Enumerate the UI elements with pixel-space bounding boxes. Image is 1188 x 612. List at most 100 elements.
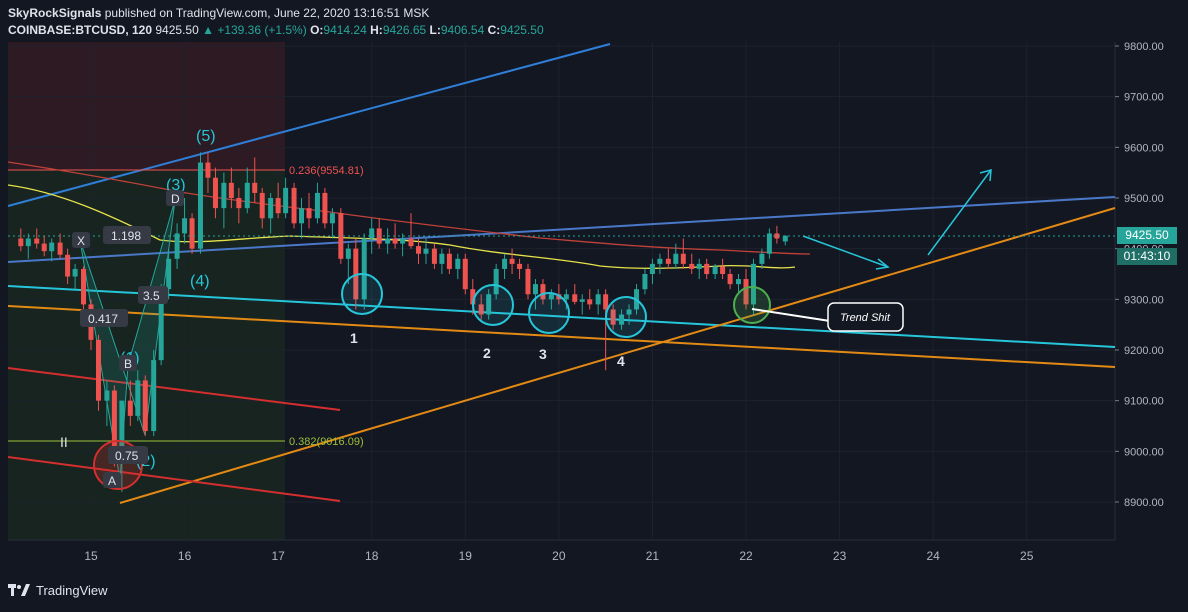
candle-body[interactable] (314, 192, 320, 219)
candle-body[interactable] (291, 187, 297, 224)
candle-body[interactable] (306, 208, 312, 219)
candle-body[interactable] (696, 263, 702, 269)
candle-body[interactable] (228, 182, 234, 198)
candle-body[interactable] (385, 238, 391, 244)
candle-body[interactable] (595, 294, 601, 305)
candle-body[interactable] (727, 274, 733, 285)
touch-circle-green[interactable] (733, 286, 771, 324)
candle-body[interactable] (244, 182, 250, 209)
touch-circle-2[interactable] (472, 284, 514, 326)
candle-body[interactable] (423, 248, 429, 254)
red-channel-bottom[interactable] (7, 456, 341, 502)
candle-body[interactable] (127, 400, 133, 416)
candle-body[interactable] (299, 208, 305, 224)
cyan-support-line[interactable] (7, 285, 1116, 348)
candle-body[interactable] (736, 279, 742, 285)
candle-body[interactable] (517, 263, 523, 269)
candle-body[interactable] (587, 299, 593, 305)
candle-body[interactable] (603, 294, 609, 310)
candle-body[interactable] (142, 380, 148, 432)
candle-body[interactable] (525, 268, 531, 295)
candle-body[interactable] (486, 294, 492, 315)
candle-body[interactable] (446, 253, 452, 269)
candle-body[interactable] (338, 213, 344, 259)
candle-body[interactable] (41, 243, 47, 252)
red-channel-top[interactable] (7, 367, 341, 411)
candle-body[interactable] (774, 233, 780, 239)
candle-body[interactable] (72, 268, 78, 277)
candle-body[interactable] (65, 254, 71, 277)
candle-body[interactable] (673, 253, 679, 264)
candle-body[interactable] (502, 258, 508, 269)
candle-body[interactable] (563, 294, 569, 300)
candle-body[interactable] (104, 390, 110, 401)
projection-arrow-short[interactable] (802, 235, 889, 268)
candle-body[interactable] (205, 162, 211, 178)
candle-body[interactable] (462, 258, 468, 290)
candle-body[interactable] (572, 294, 578, 302)
candle-body[interactable] (182, 218, 188, 234)
candle-body[interactable] (174, 233, 180, 259)
candle-body[interactable] (95, 339, 101, 401)
candle-body[interactable] (34, 238, 40, 244)
candle-body[interactable] (268, 198, 274, 219)
candle-body[interactable] (135, 380, 141, 416)
candle-body[interactable] (151, 360, 157, 432)
candle-body[interactable] (369, 228, 375, 239)
candle-body[interactable] (532, 284, 538, 295)
candle-body[interactable] (610, 309, 616, 325)
candle-body[interactable] (782, 235, 788, 242)
candle-body[interactable] (111, 390, 117, 457)
candle-body[interactable] (283, 187, 289, 214)
candle-body[interactable] (439, 253, 445, 264)
candle-body[interactable] (704, 263, 710, 274)
projection-arrow-up[interactable] (927, 169, 992, 256)
candle-body[interactable] (158, 289, 164, 361)
candle-body[interactable] (642, 274, 648, 290)
candle-body[interactable] (712, 266, 718, 274)
candle-body[interactable] (626, 309, 632, 315)
candle-body[interactable] (743, 279, 749, 305)
candle-body[interactable] (619, 314, 625, 325)
candle-body[interactable] (431, 248, 437, 264)
candle-body[interactable] (579, 299, 585, 302)
candle-body[interactable] (81, 268, 87, 305)
candle-body[interactable] (400, 238, 406, 244)
candle-body[interactable] (212, 177, 218, 209)
candle-body[interactable] (493, 268, 499, 295)
candle-body[interactable] (689, 263, 695, 269)
touch-circle-1[interactable] (341, 273, 383, 315)
candle-body[interactable] (18, 238, 24, 247)
candle-body[interactable] (25, 238, 31, 247)
candle-body[interactable] (236, 198, 242, 209)
candle-body[interactable] (329, 213, 335, 224)
candle-body[interactable] (556, 294, 562, 300)
candle-body[interactable] (657, 258, 663, 264)
callout-box[interactable] (827, 302, 904, 332)
candle-body[interactable] (750, 263, 756, 305)
candle-body[interactable] (766, 233, 772, 254)
candle-body[interactable] (345, 248, 351, 259)
candle-body[interactable] (166, 258, 172, 290)
candle-body[interactable] (322, 192, 328, 224)
orange-lower-line[interactable] (7, 305, 1116, 368)
candle-body[interactable] (119, 400, 125, 457)
candle-body[interactable] (189, 218, 195, 249)
candle-body[interactable] (392, 238, 398, 244)
footer-brand[interactable]: TradingView (8, 583, 108, 598)
candle-body[interactable] (720, 266, 726, 274)
candle-body[interactable] (49, 242, 55, 252)
candle-body[interactable] (509, 258, 515, 264)
candle-body[interactable] (665, 258, 671, 264)
touch-circle-4[interactable] (605, 296, 647, 338)
orange-rising-line[interactable] (119, 207, 1116, 504)
candle-body[interactable] (548, 294, 554, 300)
candle-body[interactable] (478, 304, 484, 315)
candle-body[interactable] (680, 253, 686, 264)
candle-body[interactable] (540, 284, 546, 300)
touch-circle-3[interactable] (528, 292, 570, 334)
candle-body[interactable] (416, 246, 421, 254)
symbol-label[interactable]: COINBASE:BTCUSD, 120 (8, 23, 153, 37)
